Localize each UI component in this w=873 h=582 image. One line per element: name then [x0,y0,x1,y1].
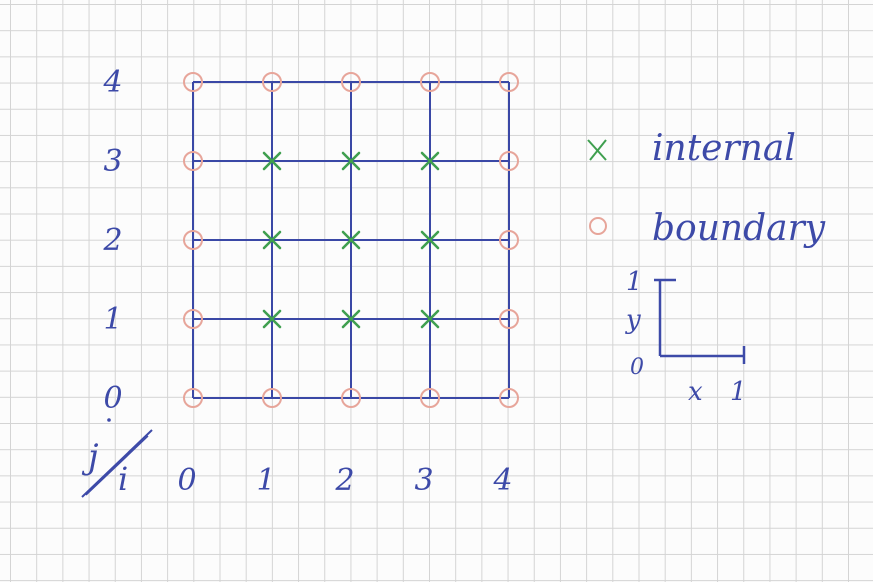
row-label: 4 [102,65,122,100]
index-divider-line [81,429,153,498]
row-label: 2 [102,223,122,258]
internal-point [262,151,282,171]
legend-internal-label: internal [652,128,796,169]
boundary-point [341,72,361,92]
col-label: 3 [414,463,433,498]
y-max-label: 1 [626,267,643,297]
legend-internal-marker [587,139,607,161]
origin-label: 0 [630,355,644,380]
row-index-symbol: j [81,437,99,477]
internal-point [420,230,440,250]
boundary-point [420,72,440,92]
legend: internal boundary [587,128,826,249]
col-label: 0 [177,463,196,498]
boundary-point [341,388,361,408]
col-index-symbol: i [118,460,128,498]
boundary-point [183,151,203,171]
x-max-label: 1 [730,377,747,407]
internal-point [262,230,282,250]
boundary-point [183,72,203,92]
boundary-point [183,388,203,408]
boundary-point [499,388,519,408]
legend-boundary-marker [589,217,607,235]
row-label: 3 [103,144,122,179]
boundary-point [499,72,519,92]
row-label: 1 [103,302,122,337]
boundary-point [183,309,203,329]
boundary-point [499,309,519,329]
boundary-point [262,388,282,408]
j-dot [107,418,111,422]
index-divider-line-2 [85,435,149,496]
internal-point [341,151,361,171]
row-labels: 0 1 2 3 4 [102,65,122,416]
internal-point [341,309,361,329]
boundary-point [183,230,203,250]
row-label: 0 [103,381,122,416]
internal-point [420,151,440,171]
col-labels: 0 1 2 3 4 [177,463,512,498]
col-label: 1 [256,463,275,498]
boundary-point [420,388,440,408]
legend-boundary-label: boundary [652,208,826,249]
col-label: 4 [492,463,512,498]
axes-inset: 1 y 0 x 1 [625,267,747,407]
x-axis-label: x [688,377,703,407]
boundary-marks [183,72,519,408]
boundary-point [262,72,282,92]
col-label: 2 [334,463,354,498]
boundary-point [499,230,519,250]
y-axis-label: y [625,305,641,335]
boundary-point [499,151,519,171]
internal-point [262,309,282,329]
internal-marks [262,151,440,329]
internal-point [420,309,440,329]
internal-point [341,230,361,250]
